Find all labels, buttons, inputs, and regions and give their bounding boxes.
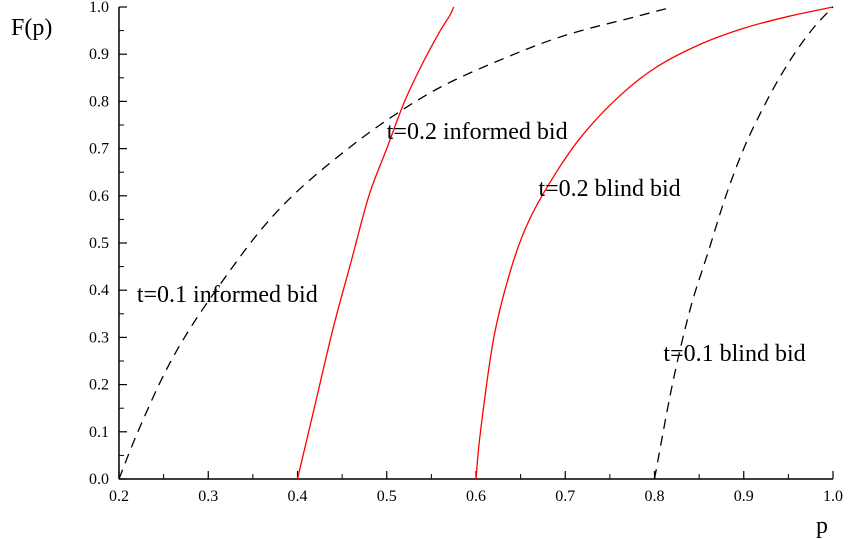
annotation-label: t=0.2 blind bid xyxy=(538,176,680,202)
x-tick-label: 0.8 xyxy=(645,488,665,505)
y-tick-label: 0.7 xyxy=(89,141,109,158)
x-tick-label: 0.9 xyxy=(734,488,754,505)
axes: 0.2 0.3 0.4 0.5 0.6 0.7 0.8 0.9 1.0 0.0 0.1 0.2 0.3… xyxy=(89,0,843,505)
y-tick-label: 0.5 xyxy=(89,235,109,252)
x-tick-label: 0.6 xyxy=(466,488,486,505)
x-tick-label: 0.4 xyxy=(288,488,308,505)
x-tick-label: 0.7 xyxy=(555,488,575,505)
x-tick-label: 0.5 xyxy=(377,488,397,505)
series-line-2 xyxy=(298,7,454,479)
annotations: t=0.2 informed bid t=0.2 blind bid t=0.1 i… xyxy=(137,119,806,367)
x-tick-label: 0.3 xyxy=(198,488,218,505)
y-tick-label: 0.2 xyxy=(89,377,109,394)
annotation-label: t=0.2 informed bid xyxy=(387,119,568,145)
y-tick-label: 0.9 xyxy=(89,46,109,63)
y-tick-label: 0.4 xyxy=(89,282,109,299)
y-tick-label: 0.1 xyxy=(89,424,109,441)
y-tick-label: 0.8 xyxy=(89,93,109,110)
y-axis-title: F(p) xyxy=(11,15,52,41)
x-tick-label: 1.0 xyxy=(823,488,843,505)
series-line-4 xyxy=(655,7,834,479)
series-layer xyxy=(119,7,833,479)
series-line-3 xyxy=(476,7,833,479)
y-tick-label: 0.0 xyxy=(89,471,109,488)
x-tick-label: 0.2 xyxy=(109,488,129,505)
y-tick-label: 1.0 xyxy=(89,0,109,16)
x-axis-title: p xyxy=(816,513,828,539)
y-tick-label: 0.3 xyxy=(89,329,109,346)
y-tick-label: 0.6 xyxy=(89,188,109,205)
y-ticks: 0.0 0.1 0.2 0.3 0.4 0.5 0.6 0.7 0.8 0.9 1.0 xyxy=(89,0,127,488)
series-line-1 xyxy=(119,7,672,479)
annotation-label: t=0.1 informed bid xyxy=(137,282,318,308)
annotation-label: t=0.1 blind bid xyxy=(663,341,805,367)
